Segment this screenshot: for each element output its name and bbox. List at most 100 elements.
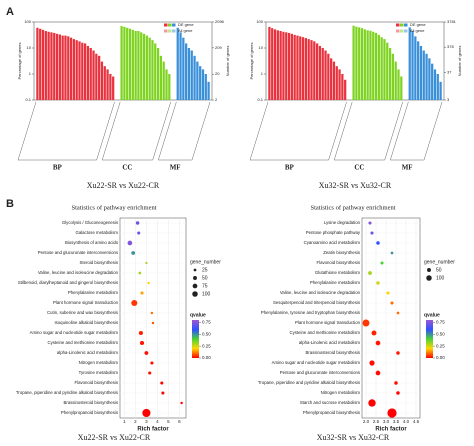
legend-swatch <box>164 29 168 33</box>
bar <box>207 81 210 100</box>
point <box>138 271 142 275</box>
bar <box>391 53 395 100</box>
bar <box>156 48 160 100</box>
bar <box>103 66 106 100</box>
y2-tick-label: 3 <box>447 97 450 102</box>
bar <box>201 69 205 100</box>
color-tick-label: 0.25 <box>202 343 211 348</box>
point <box>371 330 377 336</box>
bar <box>81 42 84 100</box>
bar <box>355 26 358 101</box>
bar <box>344 79 347 100</box>
color-tick-label: 0.75 <box>436 320 445 325</box>
bar <box>374 32 378 100</box>
bar <box>433 69 437 100</box>
point <box>396 311 400 315</box>
bar <box>92 50 95 100</box>
bar <box>425 53 428 100</box>
bar <box>383 39 386 100</box>
x-tick-label: 3.5 <box>393 419 400 424</box>
bar <box>148 37 151 100</box>
y2-tick-label: 37 <box>447 70 452 75</box>
y2-axis-label: Number of genes <box>225 46 230 77</box>
y-tick-label: Brassinosteroid biosynthesis <box>64 400 118 405</box>
y-tick-label: alpha-Linolenic acid metabolism <box>299 340 361 345</box>
bar <box>417 41 420 100</box>
y-tick-label: Biosynthesis of amino acids <box>65 240 118 245</box>
bar <box>182 37 185 100</box>
y-tick-label: Cysteine and methionine metabolism <box>290 330 361 335</box>
bar <box>408 27 411 101</box>
y-tick-label: Tropane, piperidine and pyridine alkaloi… <box>258 380 360 385</box>
bar <box>299 36 302 100</box>
legend-label: All gene <box>410 28 425 33</box>
group-label: CC <box>122 164 132 172</box>
size-legend-mark <box>193 268 197 272</box>
bar <box>95 53 98 100</box>
size-legend-mark <box>193 276 197 280</box>
bar <box>154 43 157 100</box>
point <box>127 240 133 246</box>
y-tick-label: Phenylpropanoid biosynthesis <box>303 410 360 415</box>
bar <box>98 55 101 100</box>
x-tick-label: 4.5 <box>413 419 420 424</box>
bar <box>61 35 64 100</box>
legend-swatch <box>400 23 404 27</box>
point <box>386 291 390 295</box>
point <box>131 251 136 255</box>
y-tick-label: 100 <box>256 19 263 24</box>
y-tick-label: Tyrosine metabolism <box>79 370 119 375</box>
y-tick-label: Valine, leucine and isoleucine degradati… <box>280 290 361 295</box>
y-tick-label: alpha-Linolenic acid metabolism <box>57 350 119 355</box>
bar <box>304 38 308 100</box>
bar <box>324 50 327 100</box>
size-legend-label: 100 <box>436 275 445 281</box>
bar <box>273 29 277 101</box>
bar <box>50 32 53 101</box>
bar <box>282 31 285 101</box>
plot-frame <box>361 217 421 419</box>
point <box>147 281 150 285</box>
bar <box>285 32 288 101</box>
bar <box>293 34 296 100</box>
color-tick-label: 0.00 <box>436 355 445 360</box>
bar <box>419 45 423 100</box>
bar <box>64 35 67 100</box>
panel-label: B <box>6 198 14 210</box>
x-tick-label: 2.0 <box>363 419 370 424</box>
legend-label: DE gene <box>178 22 194 27</box>
bar <box>431 63 434 100</box>
y-tick-label: Isoquinoline alkaloid biosynthesis <box>54 320 118 325</box>
y2-tick-label: 378 <box>447 44 454 49</box>
point <box>375 340 381 346</box>
color-legend-title: qvalue <box>424 312 440 318</box>
point <box>135 221 140 225</box>
y-tick-label: Valine, leucine and isoleucine degradati… <box>38 270 119 275</box>
bar <box>123 26 126 101</box>
legend-swatch <box>404 29 408 33</box>
bar <box>268 26 271 101</box>
y-tick-label: Nitrogen metabolism <box>321 390 361 395</box>
bar <box>69 37 73 100</box>
bar <box>276 30 279 100</box>
bar <box>388 48 392 100</box>
point <box>150 361 154 365</box>
y-tick-label: Phenylpropanoid biosynthesis <box>61 410 118 415</box>
x-tick-label: 2 <box>134 419 137 424</box>
bar <box>72 39 76 100</box>
bar <box>176 27 179 101</box>
y-tick-label: Lysine degradation <box>324 220 361 225</box>
size-legend-label: 100 <box>202 291 211 297</box>
bar <box>137 31 140 101</box>
y-tick-label: Cutin, suberine and wax biosynthesis <box>47 310 118 315</box>
y-tick-label: Pentose and glucuronate interconversions <box>280 370 360 375</box>
bar <box>151 40 154 100</box>
bar <box>380 37 383 100</box>
bar <box>36 27 39 101</box>
y-tick-label: Phenylalanine metabolism <box>68 290 119 295</box>
group-bracket <box>17 101 115 161</box>
legend-swatch <box>404 23 408 27</box>
y-tick-label: 100 <box>24 19 31 24</box>
bar <box>422 50 425 100</box>
bar <box>313 41 316 100</box>
